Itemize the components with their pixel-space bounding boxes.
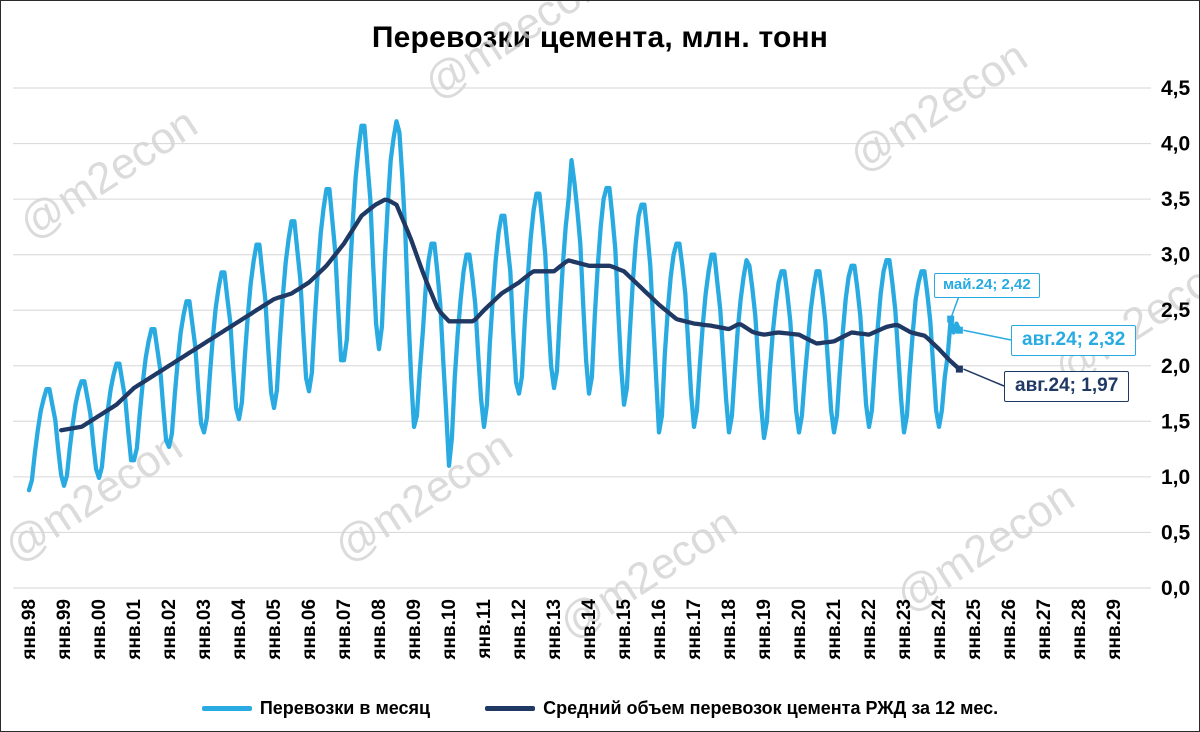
annotation-marker xyxy=(955,365,963,373)
legend-item-average: Средний объем перевозок цемента РЖД за 1… xyxy=(485,698,998,719)
annotation-aug24-monthly: авг.24; 2,32 xyxy=(1011,325,1137,356)
y-axis-label: 1,5 xyxy=(1161,410,1191,433)
y-axis-label: 0,0 xyxy=(1161,577,1190,600)
legend-line-average-icon xyxy=(485,706,536,711)
x-axis-label: янв.11 xyxy=(474,599,495,660)
x-axis-label: янв.20 xyxy=(789,599,810,661)
series-average-line xyxy=(59,197,962,433)
x-axis-label: янв.22 xyxy=(859,599,880,661)
x-axis-label: янв.00 xyxy=(89,599,110,661)
x-axis-label: янв.03 xyxy=(194,599,215,661)
x-axis-label: янв.12 xyxy=(509,599,530,661)
annotation-marker xyxy=(955,326,963,334)
legend-line-monthly-icon xyxy=(201,706,252,711)
x-axis-label: янв.01 xyxy=(124,599,145,661)
series-monthly-line xyxy=(26,119,962,493)
x-axis-label: янв.24 xyxy=(929,599,950,661)
x-axis-label: янв.27 xyxy=(1034,599,1055,661)
x-axis-label: янв.21 xyxy=(824,599,845,661)
x-axis-label: янв.19 xyxy=(754,599,775,661)
x-axis-label: янв.08 xyxy=(369,599,390,661)
annotation-leader-line xyxy=(963,329,1012,341)
watermark-text: @m2econ xyxy=(415,1,610,109)
legend-label-average: Средний объем перевозок цемента РЖД за 1… xyxy=(543,698,999,718)
x-axis-label: янв.25 xyxy=(964,599,985,661)
x-axis-label: янв.05 xyxy=(264,599,285,661)
y-axis-label: 4,5 xyxy=(1161,77,1191,100)
x-axis-label: янв.09 xyxy=(404,599,425,661)
x-axis-label: янв.26 xyxy=(999,599,1020,661)
y-axis-label: 2,5 xyxy=(1161,299,1191,322)
x-axis-label: янв.14 xyxy=(579,599,600,661)
x-axis-label: янв.06 xyxy=(299,599,320,661)
watermark-text: @m2econ xyxy=(1,422,191,573)
y-axis-label: 0,5 xyxy=(1161,521,1191,544)
x-axis-label: янв.04 xyxy=(229,599,250,661)
legend-item-monthly: Перевозки в месяц xyxy=(201,698,431,719)
watermark-text: @m2econ xyxy=(325,422,520,573)
x-axis-label: янв.28 xyxy=(1069,599,1090,661)
watermark-text: @m2econ xyxy=(10,99,205,250)
x-axis-label: янв.16 xyxy=(649,599,670,661)
y-axis-label: 2,0 xyxy=(1161,355,1190,378)
x-axis-label: янв.23 xyxy=(894,599,915,661)
x-axis-label: янв.02 xyxy=(159,599,180,661)
legend-label-monthly: Перевозки в месяц xyxy=(259,698,431,718)
x-axis-label: янв.10 xyxy=(439,599,460,661)
x-axis-label: янв.18 xyxy=(719,599,740,661)
y-axis-label: 4,0 xyxy=(1161,133,1190,156)
annotation-leader-line xyxy=(950,296,960,317)
annotation-aug24-average: авг.24; 1,97 xyxy=(1004,371,1130,402)
x-axis-label: янв.98 xyxy=(19,599,40,661)
watermark-text: @m2econ xyxy=(840,32,1035,183)
x-axis-label: янв.13 xyxy=(544,599,565,661)
x-axis-label: янв.17 xyxy=(684,599,705,661)
y-axis-label: 3,5 xyxy=(1161,188,1191,211)
x-axis-label: янв.29 xyxy=(1104,599,1125,661)
chart-title: Перевозки цемента, млн. тонн xyxy=(371,21,829,54)
annotation-may24-monthly: май.24; 2,42 xyxy=(934,273,1040,298)
x-axis-label: янв.07 xyxy=(334,599,355,661)
y-axis-label: 3,0 xyxy=(1161,244,1190,267)
annotation-marker xyxy=(947,315,955,323)
annotation-leader-line xyxy=(963,368,1005,387)
chart-legend: Перевозки в месяц Средний объем перевозо… xyxy=(1,698,1199,719)
x-axis-label: янв.15 xyxy=(614,599,635,661)
x-axis-label: янв.99 xyxy=(54,599,75,661)
y-axis-label: 1,0 xyxy=(1161,466,1190,489)
